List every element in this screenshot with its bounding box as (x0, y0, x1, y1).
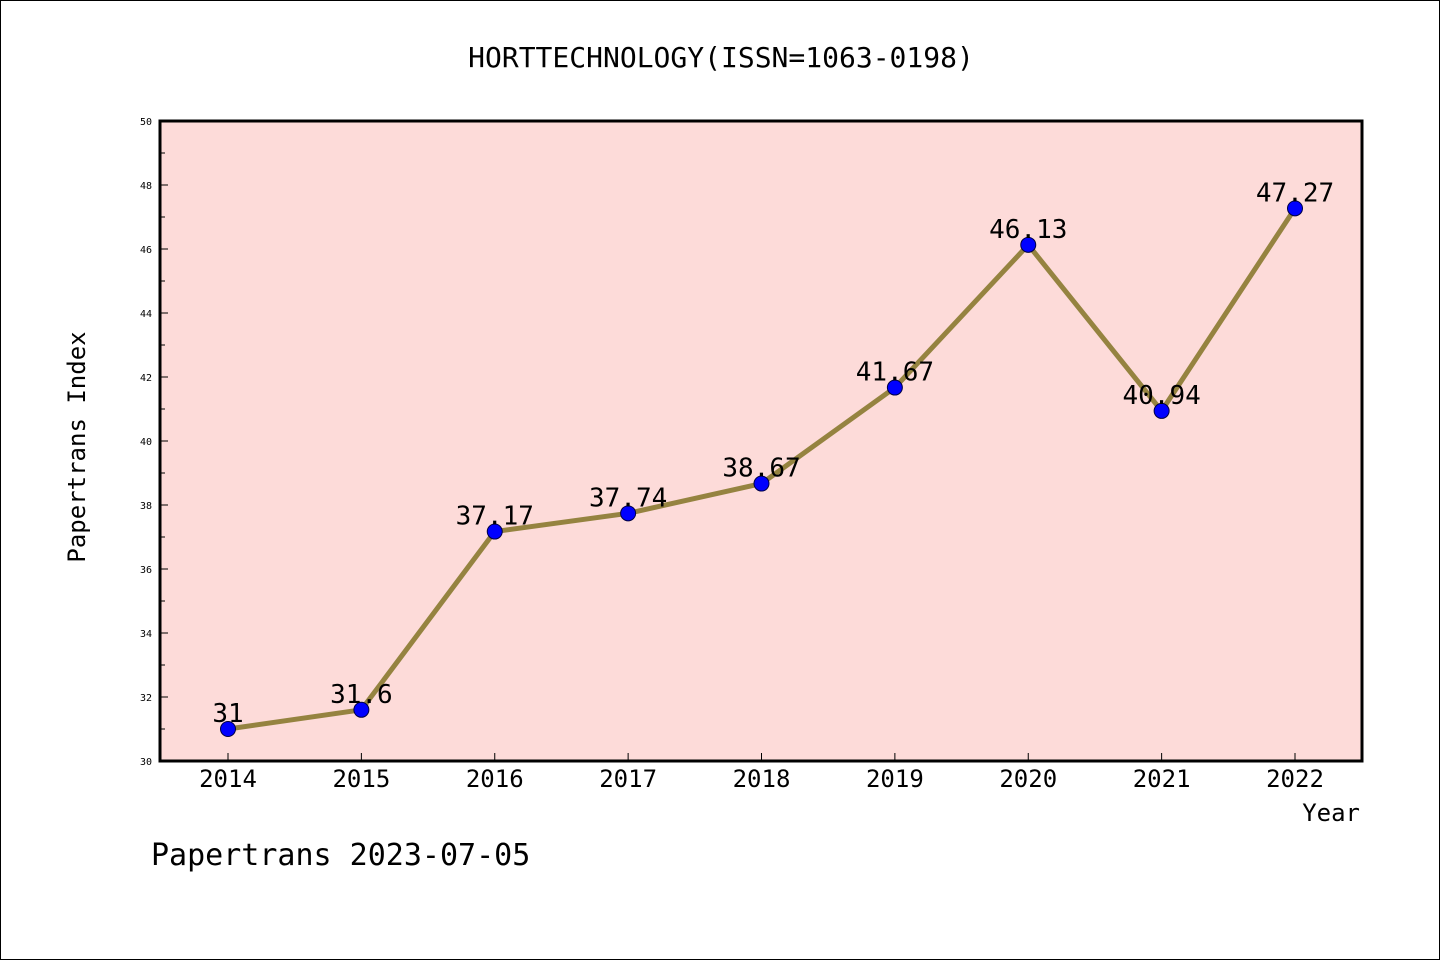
data-label: 31.6 (330, 680, 393, 710)
data-point (753, 475, 770, 492)
y-tick-label: 32 (140, 693, 152, 704)
data-point (886, 379, 903, 396)
x-tick-label: 2014 (199, 765, 257, 793)
x-tick-label: 2018 (733, 765, 791, 793)
footer-text: Papertrans 2023-07-05 (151, 838, 530, 873)
y-tick-label: 44 (140, 309, 152, 320)
data-label: 40.94 (1122, 381, 1200, 411)
y-tick-label: 36 (140, 565, 152, 576)
y-tick-label: 34 (140, 629, 152, 640)
x-tick-label: 2021 (1133, 765, 1191, 793)
x-tick-label: 2017 (599, 765, 657, 793)
data-point (486, 523, 503, 540)
data-label: 37.17 (456, 502, 534, 532)
x-tick-label: 2019 (866, 765, 924, 793)
data-label: 41.67 (856, 358, 934, 388)
y-axis-title: Papertrans Index (63, 331, 91, 562)
y-tick-label: 48 (140, 181, 152, 192)
x-tick-label: 2022 (1266, 765, 1324, 793)
x-axis-title: Year (1302, 799, 1360, 827)
data-label: 47.27 (1256, 178, 1334, 208)
data-label: 46.13 (989, 215, 1067, 245)
x-tick-label: 2020 (999, 765, 1057, 793)
x-tick-label: 2016 (466, 765, 524, 793)
chart-title: HORTTECHNOLOGY(ISSN=1063-0198) (468, 41, 974, 74)
data-point (620, 505, 637, 522)
data-point (353, 701, 370, 718)
data-label: 31 (212, 699, 243, 729)
data-label: 37.74 (589, 483, 667, 513)
data-label: 38.67 (722, 454, 800, 484)
y-tick-label: 50 (140, 117, 152, 128)
series-line (220, 200, 1303, 737)
data-point (1020, 236, 1037, 253)
data-point (1287, 200, 1303, 217)
data-labels: 31 31.6 37.17 37.74 38.67 41.67 46.13 40.94 47.2… (212, 178, 1334, 729)
y-tick-label: 30 (140, 757, 152, 768)
plot-area (158, 119, 1364, 763)
y-axis: 30 32 34 36 38 40 42 44 46 48 50 (140, 117, 168, 768)
y-tick-label: 42 (140, 373, 152, 384)
data-point (1153, 402, 1170, 419)
y-tick-label: 40 (140, 437, 152, 448)
y-tick-label: 46 (140, 245, 152, 256)
x-tick-label: 2015 (332, 765, 390, 793)
data-point (220, 721, 236, 737)
y-tick-label: 38 (140, 501, 152, 512)
x-axis: 2014 2015 2016 2017 2018 2019 2020 2021 2022 (199, 753, 1324, 793)
